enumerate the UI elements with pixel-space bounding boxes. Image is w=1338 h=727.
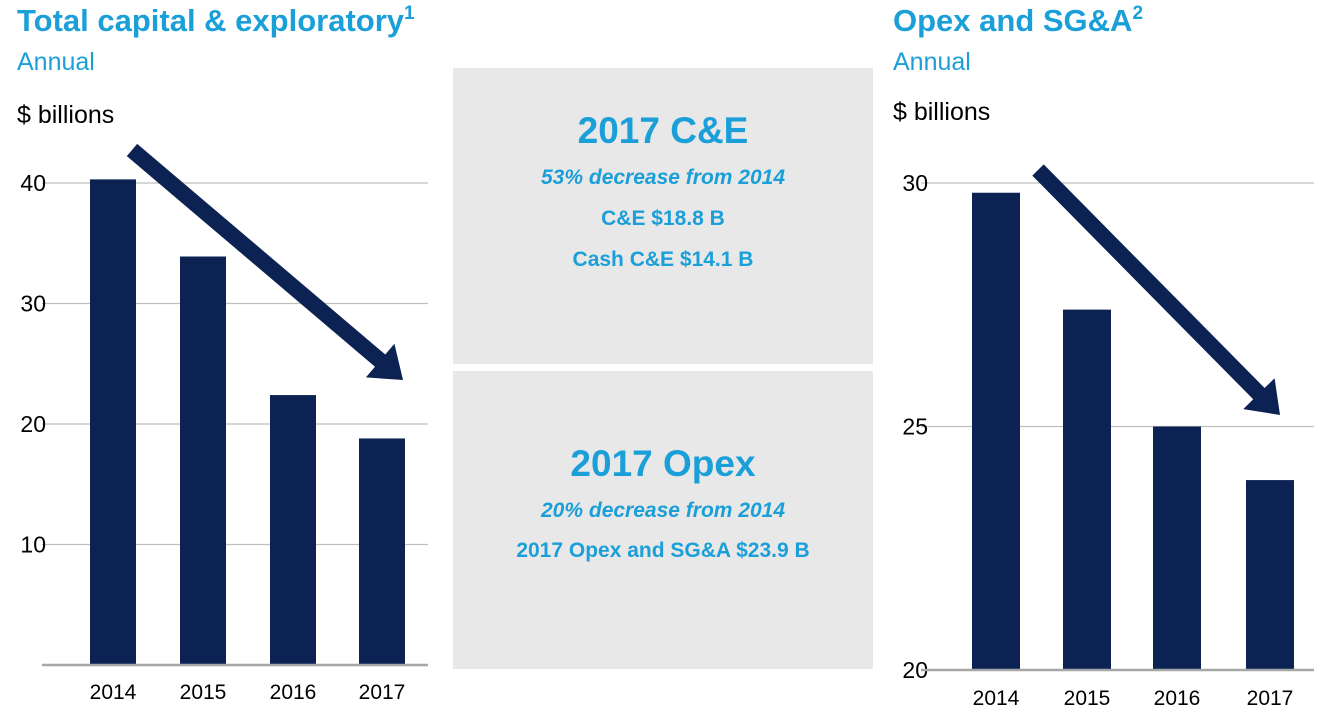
left-chart-title: Total capital & exploratory1 [17,3,415,39]
opex-y-tick-label: 25 [902,414,928,440]
left-chart-title-text: Total capital & exploratory [17,3,405,38]
ce-summary-decrease: 53% decrease from 2014 [541,166,785,189]
ce-bar-2015 [180,256,226,665]
ce-summary-cash-ce-value: Cash C&E $14.1 B [572,248,754,271]
opex-summary-panel: 2017 Opex 20% decrease from 2014 2017 Op… [453,371,873,669]
opex-summary-decrease: 20% decrease from 2014 [541,499,785,522]
ce-y-tick-label: 30 [20,291,46,317]
opex-summary-total-value: 2017 Opex and SG&A $23.9 B [516,539,810,562]
ce-y-tick-label: 40 [20,170,46,196]
opex-y-tick-label: 30 [902,170,928,196]
right-chart-title-text: Opex and SG&A [893,3,1133,38]
ce-bar-2017 [359,438,405,665]
left-chart-unit-label: $ billions [17,101,115,129]
ce-trend-arrow-icon [126,143,404,380]
ce-y-tick-label: 20 [20,411,46,437]
ce-y-tick-label: 10 [20,532,46,558]
right-chart-subtitle: Annual [893,48,971,76]
opex-x-tick-label: 2014 [973,687,1020,710]
ce-bar-2014 [90,179,136,665]
opex-bar-2015 [1063,309,1111,670]
right-chart-title: Opex and SG&A2 [893,3,1143,39]
left-chart-subtitle: Annual [17,48,95,76]
ce-x-tick-label: 2015 [180,681,227,704]
ce-summary-ce-value: C&E $18.8 B [601,207,725,230]
ce-x-tick-label: 2014 [90,681,137,704]
opex-x-tick-label: 2015 [1064,687,1111,710]
opex-bar-2017 [1246,480,1294,670]
ce-summary-panel: 2017 C&E 53% decrease from 2014 C&E $18.… [453,68,873,364]
right-chart-title-footnote: 2 [1132,3,1144,24]
opex-x-tick-label: 2016 [1154,687,1201,710]
ce-bar-2016 [270,395,316,665]
opex-trend-arrow-icon [1032,164,1280,415]
opex-bar-2014 [972,192,1020,671]
ce-summary-heading: 2017 C&E [577,110,749,151]
ce-x-tick-label: 2016 [270,681,317,704]
opex-bar-2016 [1153,426,1201,670]
opex-x-tick-label: 2017 [1247,687,1294,710]
ce-x-tick-label: 2017 [359,681,406,704]
right-chart-unit-label: $ billions [893,98,991,126]
left-chart-title-footnote: 1 [404,3,415,24]
opex-summary-heading: 2017 Opex [570,443,756,484]
